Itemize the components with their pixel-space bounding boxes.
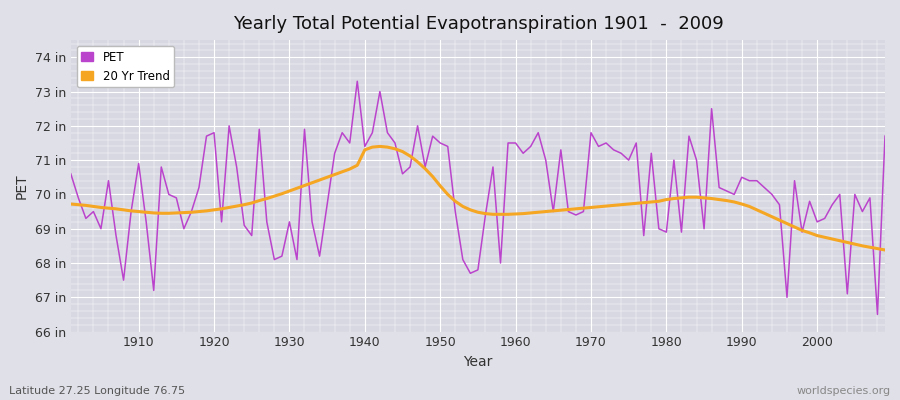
Y-axis label: PET: PET [15, 173, 29, 199]
Text: worldspecies.org: worldspecies.org [796, 386, 891, 396]
Text: Latitude 27.25 Longitude 76.75: Latitude 27.25 Longitude 76.75 [9, 386, 185, 396]
X-axis label: Year: Year [464, 355, 492, 369]
Legend: PET, 20 Yr Trend: PET, 20 Yr Trend [76, 46, 175, 87]
Title: Yearly Total Potential Evapotranspiration 1901  -  2009: Yearly Total Potential Evapotranspiratio… [232, 15, 724, 33]
